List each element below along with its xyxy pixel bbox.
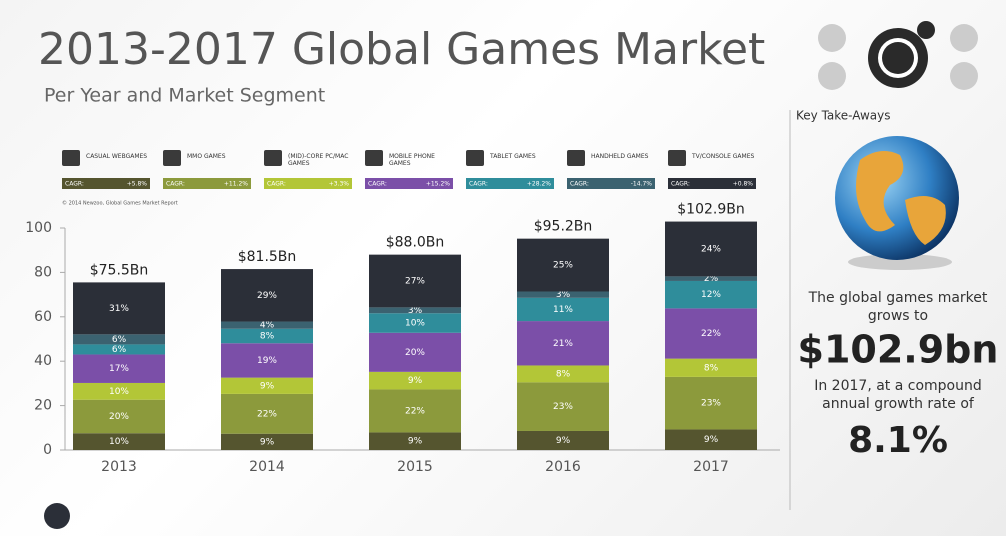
takeaway-amount: $102.9bn xyxy=(798,328,999,372)
legend-icon xyxy=(62,150,80,166)
takeaway-text: grows to xyxy=(868,308,928,324)
cagr-label: CAGR: xyxy=(469,181,488,188)
chart: 2013-2017 Global Games Market Per Year a… xyxy=(0,0,1006,536)
source-note: © 2014 Newzoo, Global Games Market Repor… xyxy=(62,200,178,207)
segment-label: 9% xyxy=(260,437,275,447)
total-label: $88.0Bn xyxy=(386,235,445,251)
segment-label: 8% xyxy=(704,363,719,373)
legend-icon xyxy=(163,150,181,166)
total-label: $95.2Bn xyxy=(534,219,593,235)
segment-label: 29% xyxy=(257,291,277,301)
cagr-value: +11.2% xyxy=(224,181,248,188)
y-tick-label: 80 xyxy=(34,264,52,280)
y-tick-label: 0 xyxy=(43,442,52,458)
cagr-value: +5.8% xyxy=(127,181,148,188)
cagr-value: +3.3% xyxy=(329,181,350,188)
total-label: $75.5Bn xyxy=(90,262,149,278)
legend-label: HANDHELD GAMES xyxy=(591,153,657,160)
segment-label: 19% xyxy=(257,356,277,366)
y-tick-label: 40 xyxy=(34,353,52,369)
total-label: $102.9Bn xyxy=(677,202,744,218)
cagr-label: CAGR: xyxy=(267,181,286,188)
segment-icons xyxy=(818,21,978,90)
legend-label: (MID)-CORE PC/MAC GAMES xyxy=(288,153,354,167)
segment-label: 10% xyxy=(405,319,425,329)
segment-label: 9% xyxy=(408,376,423,386)
segment-label: 22% xyxy=(405,406,425,416)
segment-label: 6% xyxy=(112,345,127,355)
segment-label: 9% xyxy=(704,435,719,445)
legend-icon xyxy=(264,150,282,166)
chart-subtitle: Per Year and Market Segment xyxy=(44,85,325,107)
legend-icon xyxy=(567,150,585,166)
legend-icon xyxy=(466,150,484,166)
takeaway-text: The global games market xyxy=(808,290,988,306)
segment-label: 10% xyxy=(109,437,129,447)
y-tick-label: 60 xyxy=(34,309,52,325)
cagr-label: CAGR: xyxy=(671,181,690,188)
segment-label: 4% xyxy=(260,321,275,331)
legend-label: TV/CONSOLE GAMES xyxy=(692,153,758,160)
segment-label: 20% xyxy=(405,348,425,358)
cagr-value: -14.7% xyxy=(631,181,653,188)
x-tick-label: 2015 xyxy=(397,459,433,475)
segment-label: 9% xyxy=(556,436,571,446)
takeaway-text: In 2017, at a compound xyxy=(814,378,982,394)
segment-label: 25% xyxy=(553,261,573,271)
segment-label: 27% xyxy=(405,277,425,287)
segment-label: 24% xyxy=(701,244,721,254)
segment-label: 3% xyxy=(556,290,571,300)
chart-title: 2013-2017 Global Games Market xyxy=(38,24,765,75)
y-tick-label: 100 xyxy=(25,220,52,236)
segment-label: 6% xyxy=(112,335,127,345)
cagr-value: +0.8% xyxy=(733,181,754,188)
cagr-label: CAGR: xyxy=(368,181,387,188)
takeaway-rate: 8.1% xyxy=(848,420,948,461)
infographic: 2013-2017 Global Games Market Per Year a… xyxy=(0,0,1006,536)
segment-label: 21% xyxy=(553,339,573,349)
segment-label: 17% xyxy=(109,364,129,374)
segment-label: 12% xyxy=(701,290,721,300)
segment-label: 23% xyxy=(701,399,721,409)
x-tick-label: 2016 xyxy=(545,459,581,475)
segment-label: 8% xyxy=(556,369,571,379)
cagr-value: +28.2% xyxy=(527,181,551,188)
takeaway-heading: Key Take-Aways xyxy=(796,109,890,123)
segment-label: 23% xyxy=(553,402,573,412)
x-tick-label: 2013 xyxy=(101,459,137,475)
cagr-label: CAGR: xyxy=(570,181,589,188)
y-tick-label: 20 xyxy=(34,398,52,414)
cagr-label: CAGR: xyxy=(166,181,185,188)
segment-label: 9% xyxy=(408,437,423,447)
segment-label: 8% xyxy=(260,332,275,342)
segment-label: 20% xyxy=(109,412,129,422)
logo xyxy=(44,503,70,529)
x-tick-label: 2017 xyxy=(693,459,729,475)
segment-label: 10% xyxy=(109,387,129,397)
cagr-value: +15.2% xyxy=(426,181,450,188)
total-label: $81.5Bn xyxy=(238,249,297,265)
x-tick-label: 2014 xyxy=(249,459,285,475)
globe xyxy=(835,136,959,270)
segment-label: 9% xyxy=(260,381,275,391)
segment-label: 31% xyxy=(109,304,129,314)
takeaway-text: annual growth rate of xyxy=(822,396,975,412)
legend-label: MOBILE PHONE GAMES xyxy=(389,153,455,167)
segment-label: 11% xyxy=(553,305,573,315)
cagr-label: CAGR: xyxy=(65,181,84,188)
legend-label: TABLET GAMES xyxy=(490,153,556,160)
legend-icon xyxy=(668,150,686,166)
segment-label: 22% xyxy=(701,329,721,339)
legend-label: MMO GAMES xyxy=(187,153,253,160)
legend-label: CASUAL WEBGAMES xyxy=(86,153,152,160)
segment-label: 22% xyxy=(257,409,277,419)
legend-icon xyxy=(365,150,383,166)
